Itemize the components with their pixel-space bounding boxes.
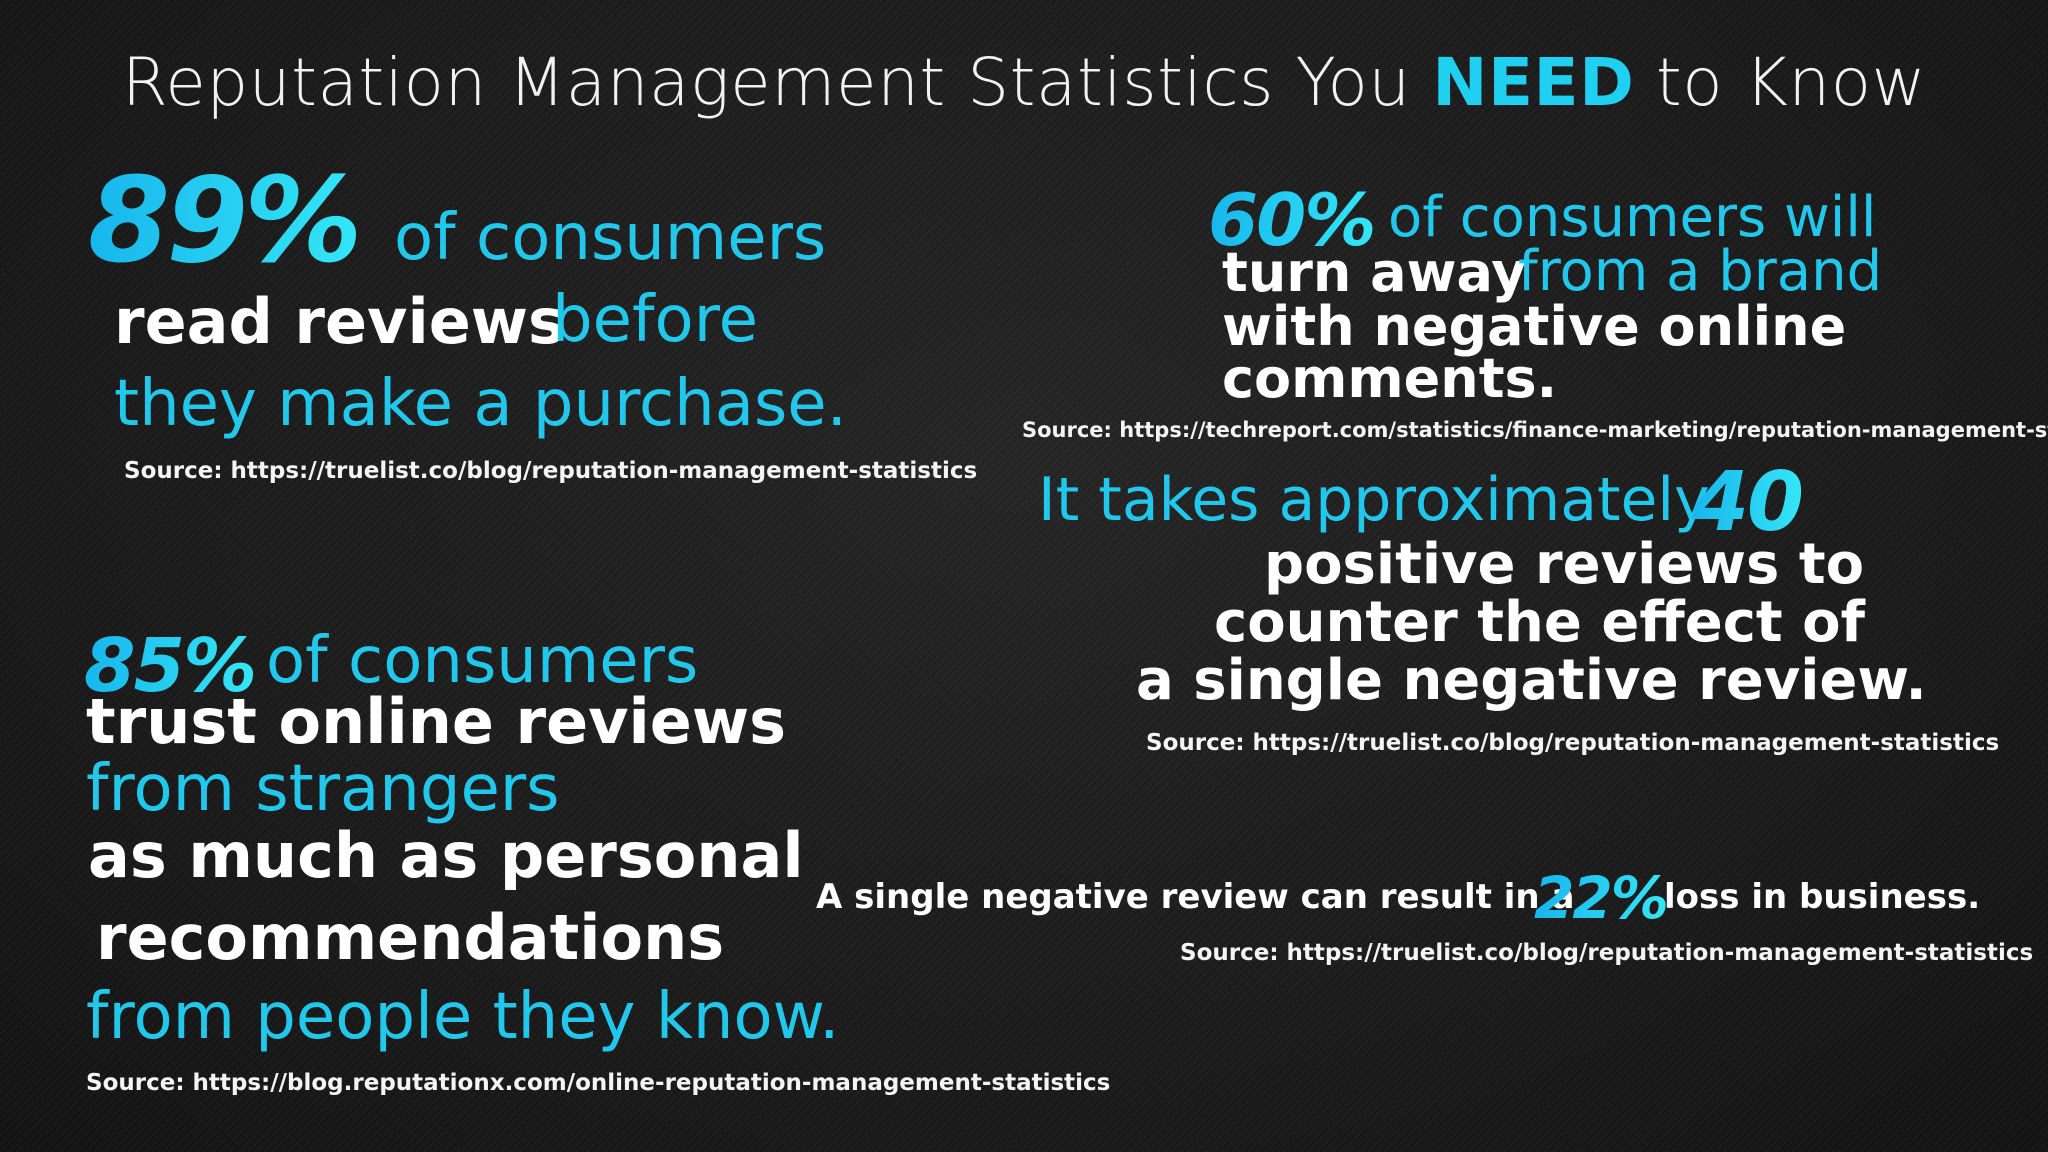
stat-text: of consumers will	[1388, 185, 1877, 250]
stat-number: 22%	[1534, 864, 1669, 932]
stat-text-emphasis: trust online reviews	[86, 685, 787, 758]
title-prefix: Reputation Management Statistics You	[121, 44, 1433, 121]
stat-text-emphasis: a single negative review.	[1136, 648, 1927, 713]
title-highlight: NEED	[1432, 44, 1635, 121]
stat-text-emphasis: comments.	[1222, 347, 1558, 410]
stat-number: 85%	[84, 623, 257, 709]
stat-number: 40	[1692, 455, 1804, 550]
stat-text-emphasis: recommendations	[96, 901, 725, 974]
stat-text: of consumers	[266, 624, 699, 698]
source-citation: Source: https://truelist.co/blog/reputat…	[124, 458, 978, 484]
stat-text: of consumers	[394, 201, 827, 275]
stat-text: from a brand	[1518, 239, 1883, 304]
stat-text-emphasis: with negative online	[1222, 295, 1847, 358]
stat-text-emphasis: counter the effect of	[1214, 590, 1865, 655]
source-citation: Source: https://blog.reputationx.com/onl…	[86, 1070, 1111, 1096]
source-citation: Source: https://truelist.co/blog/reputat…	[1180, 940, 2034, 966]
stat-text: from people they know.	[86, 980, 840, 1054]
stat-text: before	[552, 283, 758, 357]
stat-text-emphasis: as much as personal	[88, 819, 804, 892]
stat-text-emphasis: turn away	[1222, 241, 1527, 304]
page-title: Reputation Management Statistics You NEE…	[0, 44, 2048, 121]
stat-text-emphasis: A single negative review can result in a	[816, 877, 1575, 917]
stat-number: 89%	[88, 151, 362, 289]
stat-text: they make a purchase.	[114, 367, 847, 441]
stat-text-emphasis: read reviews	[114, 285, 565, 358]
stat-text-emphasis: positive reviews to	[1264, 532, 1865, 597]
stat-text-emphasis: loss in business.	[1664, 877, 1981, 917]
source-citation: Source: https://techreport.com/statistic…	[1022, 418, 2048, 442]
source-citation: Source: https://truelist.co/blog/reputat…	[1146, 730, 2000, 756]
stat-text: from strangers	[86, 752, 560, 826]
stat-text: It takes approximately	[1038, 465, 1710, 535]
title-suffix: to Know	[1634, 44, 1927, 121]
stat-number: 60%	[1208, 178, 1376, 262]
